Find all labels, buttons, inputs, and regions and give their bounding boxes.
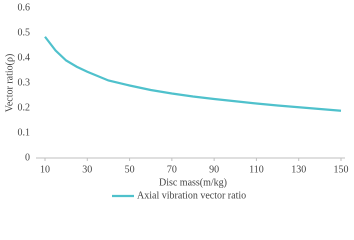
x-tick-label: 110 bbox=[249, 164, 264, 175]
y-tick-label: 0.3 bbox=[18, 77, 31, 88]
y-tick-label: 0.1 bbox=[18, 127, 31, 138]
y-tick-label: 0.2 bbox=[18, 102, 31, 113]
x-tick-label: 130 bbox=[291, 164, 306, 175]
legend-label: Axial vibration vector ratio bbox=[137, 190, 246, 201]
chart: Vector ratio(ρ) Disc mass(m/kg) 0 0.1 0.2 0… bbox=[4, 2, 349, 201]
x-axis-label: Disc mass(m/kg) bbox=[159, 177, 227, 188]
y-axis-label: Vector ratio(ρ) bbox=[4, 54, 15, 113]
x-tick-label: 50 bbox=[125, 164, 135, 175]
y-tick-label: 0.6 bbox=[18, 2, 31, 13]
x-tick-label: 30 bbox=[82, 164, 92, 175]
x-tick-label: 150 bbox=[334, 164, 349, 175]
series-line bbox=[44, 36, 342, 112]
y-tick-label: 0.4 bbox=[18, 52, 31, 63]
y-tick-label: 0.5 bbox=[18, 27, 31, 38]
x-tick-label: 90 bbox=[209, 164, 219, 175]
y-tick-label: 0 bbox=[25, 152, 30, 163]
x-tick-label: 10 bbox=[40, 164, 50, 175]
x-tick-label: 70 bbox=[167, 164, 177, 175]
